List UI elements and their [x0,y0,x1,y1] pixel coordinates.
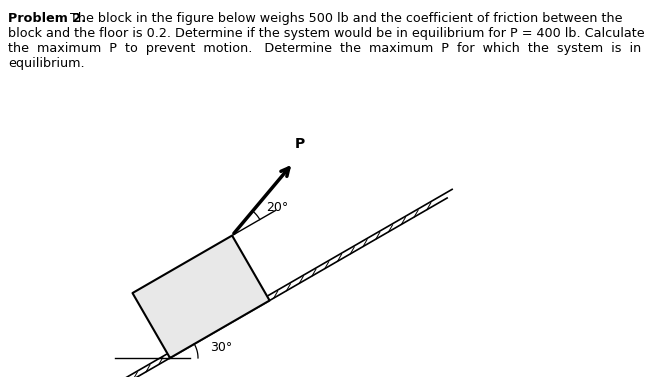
Text: 30°: 30° [211,341,233,354]
Polygon shape [133,236,270,358]
Text: P: P [295,137,306,151]
Text: equilibrium.: equilibrium. [8,57,84,70]
Text: block and the floor is 0.2. Determine if the system would be in equilibrium for : block and the floor is 0.2. Determine if… [8,27,645,40]
Text: Problem 2.: Problem 2. [8,12,86,25]
Text: The block in the figure below weighs 500 lb and the coefficient of friction betw: The block in the figure below weighs 500… [70,12,623,25]
Text: the  maximum  P  to  prevent  motion.   Determine  the  maximum  P  for  which  : the maximum P to prevent motion. Determi… [8,42,642,55]
Text: 20°: 20° [266,201,288,214]
